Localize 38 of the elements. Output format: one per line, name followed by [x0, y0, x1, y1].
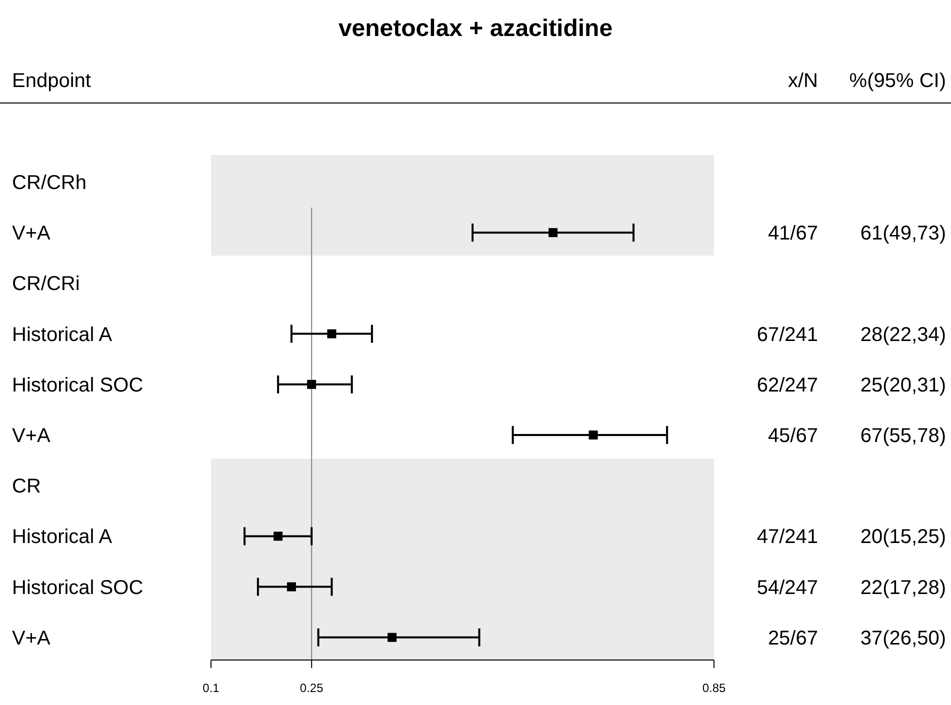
data-label: 67(55,78) — [860, 425, 946, 447]
text: 45/67 — [768, 425, 818, 447]
data-label: 20(15,25) — [860, 526, 946, 548]
point — [286, 582, 296, 592]
data-label: 22(17,28) — [860, 576, 946, 599]
x-tick-label: 0.1 — [202, 681, 220, 695]
point — [388, 632, 397, 642]
text: %(95% CI) — [849, 70, 946, 92]
data-label: 28(22,34) — [860, 324, 946, 346]
text: 25/67 — [768, 627, 818, 650]
data-label: 37(26,50) — [860, 627, 946, 650]
y-tick-label: CR/CRi — [12, 273, 80, 296]
y-tick-label: V+A — [12, 425, 52, 447]
chart-title: venetoclax + azacitidine — [338, 15, 613, 42]
y-tick-label: Historical SOC — [12, 374, 144, 396]
text: 47/241 — [756, 526, 818, 548]
x-tick-label: 0.25 — [300, 681, 324, 695]
y-tick-label: CR/CRh — [12, 172, 86, 194]
point — [588, 430, 598, 440]
y-tick-label: Historical A — [12, 526, 113, 548]
point — [548, 228, 558, 238]
y-axis-title: Endpoint — [12, 70, 92, 92]
data-label: 25(20,31) — [860, 374, 946, 396]
text: 54/247 — [756, 576, 818, 599]
text: 62/247 — [756, 374, 818, 396]
y-tick-label: V+A — [12, 627, 52, 650]
y-tick-label: V+A — [12, 222, 52, 245]
y-tick-label: Historical SOC — [12, 576, 144, 599]
data-label: 61(49,73) — [860, 222, 946, 245]
point — [307, 380, 316, 389]
text: x/N — [788, 70, 818, 92]
x-tick-label: 0.85 — [702, 681, 726, 695]
point — [274, 532, 283, 541]
text: 67/241 — [756, 324, 818, 346]
y-tick-label: CR — [12, 476, 41, 498]
text: 41/67 — [768, 222, 818, 245]
y-tick-label: Historical A — [12, 324, 113, 346]
point — [327, 329, 336, 338]
